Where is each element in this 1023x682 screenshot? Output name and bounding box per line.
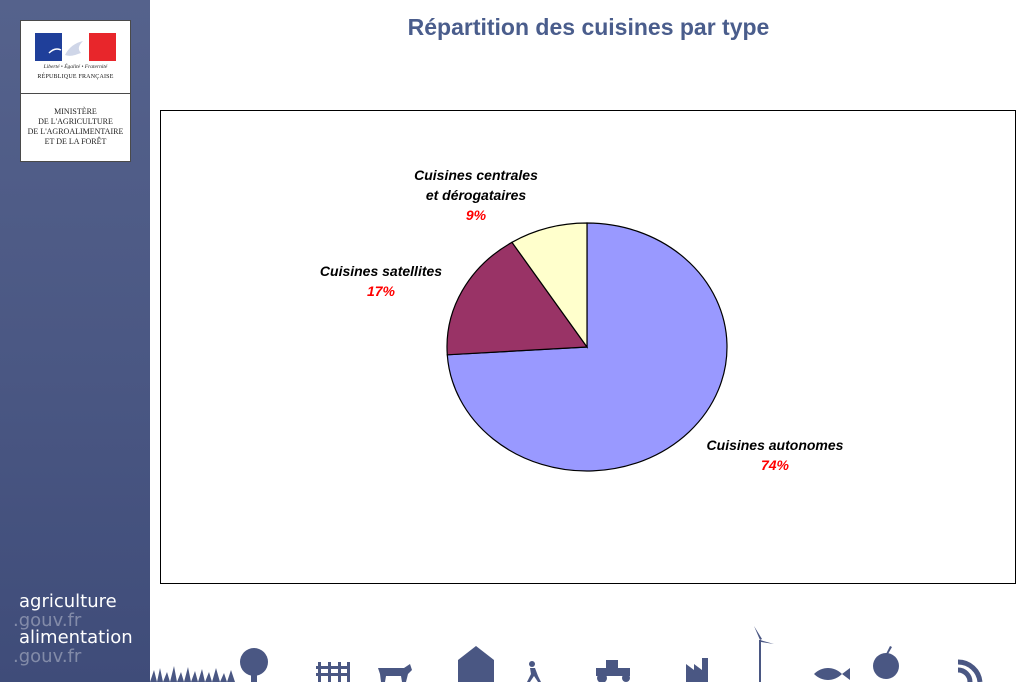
slice-label: Cuisines centrales: [414, 167, 538, 183]
apple-icon: [873, 646, 899, 679]
brand-alimentation: alimentation .gouv.fr: [13, 627, 133, 666]
ministry-name: MINISTÈRE DE L'AGRICULTURE DE L'AGROALIM…: [21, 107, 130, 147]
republique-francaise: RÉPUBLIQUE FRANÇAISE: [37, 74, 114, 80]
brand-suffix: .gouv.fr: [13, 646, 82, 667]
chart-title: Répartition des cuisines par type: [407, 14, 770, 40]
brand-word: agriculture: [19, 591, 117, 612]
fish-icon: [814, 668, 850, 680]
brand-agriculture: agriculture .gouv.fr: [13, 591, 117, 630]
rss-icon: [957, 659, 983, 682]
ministry-line: ET DE LA FORÊT: [44, 137, 107, 146]
slice-value-label: 17%: [367, 283, 396, 299]
flag-blue-band: [35, 33, 62, 61]
sidebar: Liberté • Égalité • Fraternité RÉPUBLIQU…: [0, 0, 150, 682]
farmhouse-icon: [458, 646, 494, 682]
ministry-line: DE L'AGRICULTURE: [38, 117, 113, 126]
walker-icon: [527, 661, 541, 682]
pie-chart: Cuisines autonomes 74% Cuisines satellites…: [320, 167, 844, 473]
flag-red-band: [89, 33, 116, 61]
slice-label: Cuisines satellites: [320, 263, 442, 279]
pie-slice-cuisines-satellites: [446, 241, 589, 356]
wind-turbine-icon: [750, 626, 774, 682]
fence-icon: [316, 662, 350, 682]
marianne-hair: [48, 48, 62, 54]
motto: Liberté • Égalité • Fraternité: [43, 64, 108, 70]
agriculture-icon-strip: [150, 626, 983, 682]
slice-label: et dérogataires: [426, 187, 527, 203]
grass-icon: [150, 666, 235, 682]
tractor-icon: [596, 660, 630, 682]
slice-value-label: 9%: [466, 207, 487, 223]
brand-suffix: .gouv.fr: [13, 610, 82, 631]
factory-icon: [686, 658, 708, 682]
marianne-emblem: Liberté • Égalité • Fraternité RÉPUBLIQU…: [21, 21, 130, 94]
slice-label: Cuisines autonomes: [707, 437, 844, 453]
chart-frame: Cuisines autonomes 74% Cuisines satellites…: [160, 110, 1016, 584]
ministry-line: DE L'AGROALIMENTAIRE: [27, 127, 124, 136]
tree-icon: [240, 648, 268, 682]
brand-word: alimentation: [19, 627, 133, 648]
marianne-flag-icon: [35, 33, 116, 61]
ministry-logo: Liberté • Égalité • Fraternité RÉPUBLIQU…: [20, 20, 131, 162]
pie-slice-cuisines-centrales-et-derogataires: [511, 222, 588, 349]
slice-value-label: 74%: [761, 457, 790, 473]
marianne-profile: [65, 41, 83, 56]
ministry-line: MINISTÈRE: [54, 107, 97, 116]
cow-icon: [378, 664, 412, 682]
